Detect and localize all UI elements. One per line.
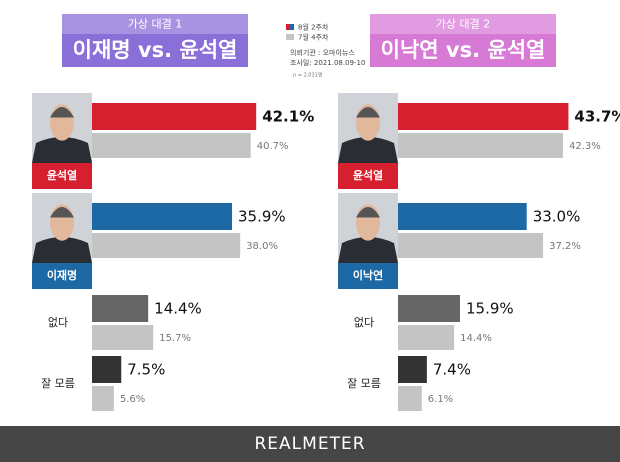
footer-logo: REALMETER xyxy=(255,434,366,454)
value-label: 42.3% xyxy=(569,141,601,152)
photo-body xyxy=(32,237,92,263)
value-label: 35.9% xyxy=(238,208,286,226)
value-label: 38.0% xyxy=(246,241,278,252)
chart-title: 이재명 vs. 윤석열 xyxy=(73,38,238,62)
photo-hair xyxy=(356,107,380,118)
category-label: 이낙연 xyxy=(353,268,383,282)
legend-label: 7월 4주차 xyxy=(298,33,329,42)
name-box xyxy=(32,263,92,289)
legend-swatch xyxy=(286,34,294,40)
photo-body xyxy=(338,137,398,163)
source: 의뢰기관 : 오마이뉴스 xyxy=(290,48,355,57)
bar xyxy=(398,295,461,322)
header-label: 가상 대결 2 xyxy=(436,18,490,31)
bar xyxy=(398,103,569,130)
bar xyxy=(92,356,122,383)
bar xyxy=(92,203,233,230)
header-label: 가상 대결 1 xyxy=(128,18,182,31)
value-label: 37.2% xyxy=(549,241,581,252)
bar xyxy=(92,386,114,411)
photo-hair xyxy=(50,107,74,118)
value-label: 15.9% xyxy=(466,300,514,318)
sample: n = 2,031명 xyxy=(293,72,322,79)
footer-band xyxy=(0,426,620,462)
category-label: 없다 xyxy=(48,316,68,329)
header-strip xyxy=(370,14,556,34)
category-label: 잘 모름 xyxy=(347,377,381,390)
category-label: 없다 xyxy=(354,316,374,329)
category-label: 윤석열 xyxy=(47,168,77,182)
value-label: 15.7% xyxy=(159,333,191,344)
photo-body xyxy=(338,237,398,263)
value-label: 7.4% xyxy=(433,361,471,379)
bar xyxy=(398,233,544,258)
header-box xyxy=(62,34,248,67)
photo-body xyxy=(32,137,92,163)
legend-swatch xyxy=(290,24,294,30)
bar xyxy=(92,103,257,130)
category-label: 이재명 xyxy=(47,268,77,282)
photo-hair xyxy=(356,207,380,218)
category-label: 잘 모름 xyxy=(41,377,75,390)
value-label: 33.0% xyxy=(533,208,581,226)
legend-swatch xyxy=(286,24,290,30)
value-label: 42.1% xyxy=(262,108,314,126)
bar xyxy=(398,386,422,411)
value-label: 6.1% xyxy=(428,394,453,405)
name-box xyxy=(32,163,92,189)
header-strip xyxy=(62,14,248,34)
value-label: 14.4% xyxy=(154,300,202,318)
bar xyxy=(398,203,527,230)
bar xyxy=(398,325,455,350)
value-label: 7.5% xyxy=(127,361,165,379)
chart-title: 이낙연 vs. 윤석열 xyxy=(381,38,546,62)
name-box xyxy=(338,263,398,289)
value-label: 14.4% xyxy=(460,333,492,344)
bar xyxy=(92,233,241,258)
header-box xyxy=(370,34,556,67)
value-label: 40.7% xyxy=(257,141,289,152)
value-label: 5.6% xyxy=(120,394,145,405)
bar xyxy=(92,295,149,322)
survey-date: 조사일: 2021.08.09-10 xyxy=(290,58,365,67)
photo-hair xyxy=(50,207,74,218)
bar xyxy=(92,325,154,350)
name-box xyxy=(338,163,398,189)
category-label: 윤석열 xyxy=(353,168,383,182)
value-label: 43.7% xyxy=(574,108,620,126)
bar xyxy=(92,133,251,158)
legend-label: 8월 2주차 xyxy=(298,23,329,32)
bar xyxy=(398,133,563,158)
bar xyxy=(398,356,427,383)
